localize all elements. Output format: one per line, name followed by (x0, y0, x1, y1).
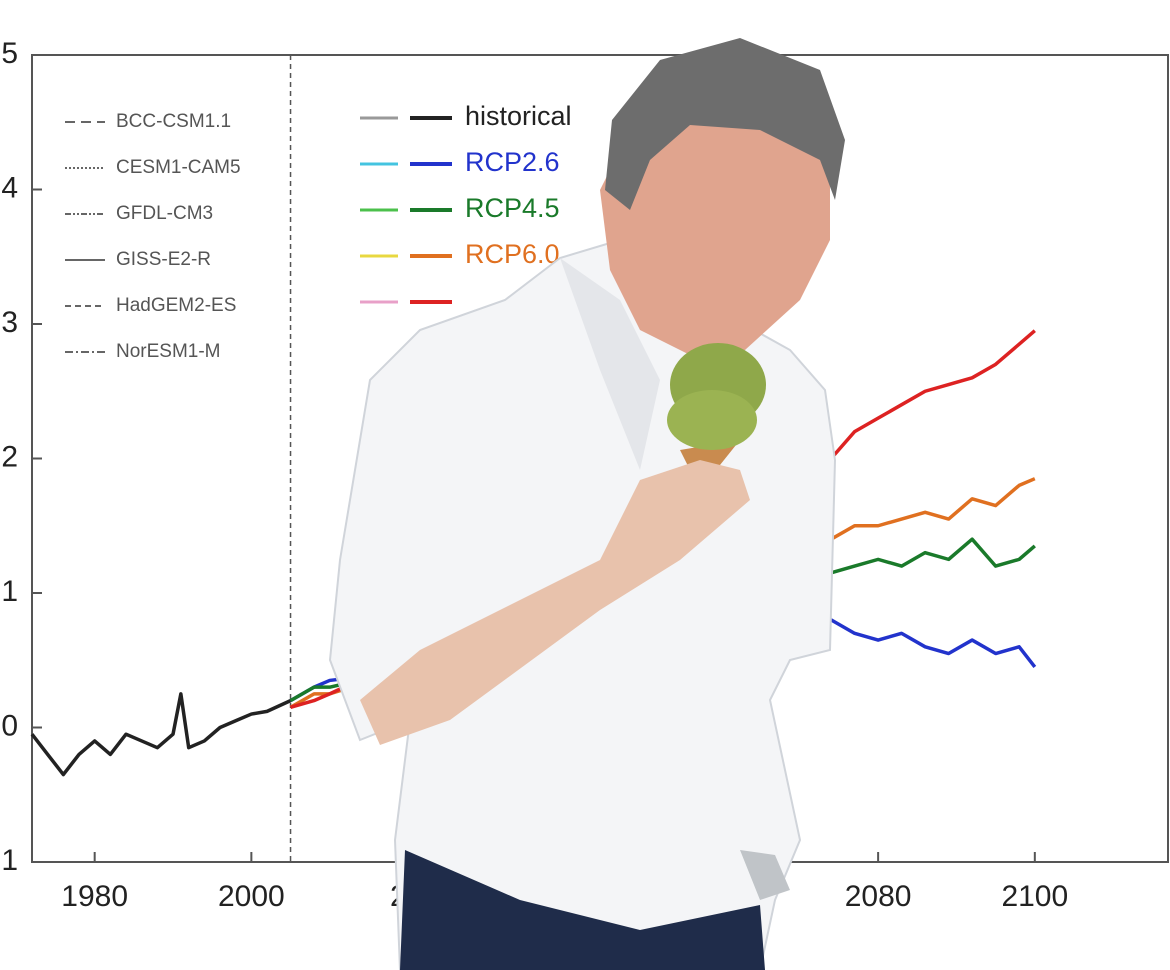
series-line (30, 692, 292, 777)
y-tick-label: 2 (1, 440, 18, 473)
plot: 1012345198020002020802100BCC-CSM1.1CESM1… (1, 37, 1169, 913)
x-tick-label: 1980 (61, 880, 128, 913)
series-line (289, 537, 1036, 703)
ice-cream (667, 390, 757, 450)
y-tick-label: 3 (1, 306, 18, 339)
arm (360, 460, 750, 745)
y-tick-label: 0 (1, 709, 18, 742)
series-line (289, 618, 1037, 703)
y-tick-label: 5 (1, 37, 18, 70)
legend-label: GISS-E2-R (116, 249, 211, 270)
legend-label: RCP4.5 (465, 193, 560, 223)
legend-label: historical (465, 101, 572, 131)
legend-label: NorESM1-M (116, 341, 221, 362)
y-tick-label: 1 (1, 575, 18, 608)
hair (605, 38, 845, 210)
series-line (290, 329, 1036, 710)
person-photo (328, 38, 845, 970)
x-tick-label: 2080 (845, 880, 912, 913)
y-tick-label: 1 (1, 844, 18, 877)
legend-label: GFDL-CM3 (116, 203, 213, 224)
x-tick-label: 2100 (1001, 880, 1068, 913)
collar (560, 258, 660, 470)
y-tick-label: 4 (1, 171, 18, 204)
jeans (400, 850, 765, 970)
legend-label: RCP2.6 (465, 147, 560, 177)
face (600, 95, 830, 360)
legend-label: BCC-CSM1.1 (116, 111, 231, 132)
legend-label: RCP6.0 (465, 239, 560, 269)
legend-label: CESM1-CAM5 (116, 157, 241, 178)
legend-label: HadGEM2-ES (116, 295, 236, 316)
x-tick-label: 2000 (218, 880, 285, 913)
watch (740, 850, 790, 900)
